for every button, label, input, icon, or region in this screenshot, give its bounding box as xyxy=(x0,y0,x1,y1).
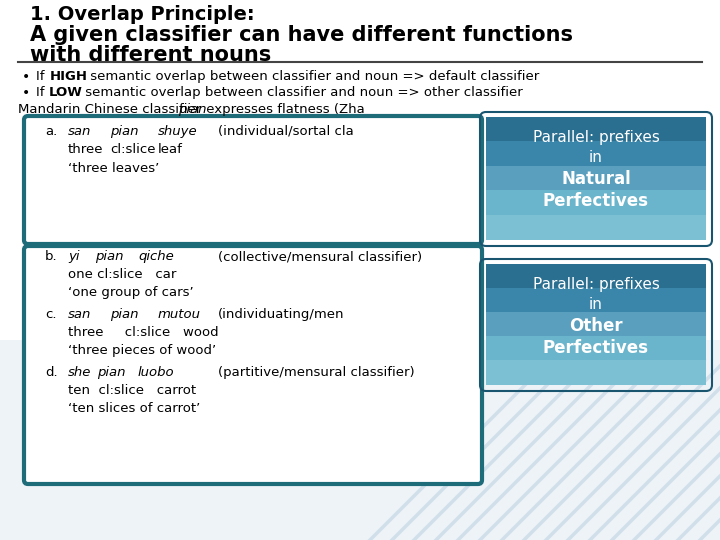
Text: Natural: Natural xyxy=(561,170,631,188)
Bar xyxy=(486,360,706,385)
Text: A given classifier can have different functions: A given classifier can have different fu… xyxy=(30,25,573,45)
Text: in: in xyxy=(589,297,603,312)
Text: mutou: mutou xyxy=(158,308,201,321)
Text: cl:slice: cl:slice xyxy=(110,143,156,156)
Text: (individuating/men: (individuating/men xyxy=(218,308,344,321)
Text: three     cl:slice   wood: three cl:slice wood xyxy=(68,326,219,339)
Text: three: three xyxy=(68,143,104,156)
Text: b.: b. xyxy=(45,250,58,263)
Text: san: san xyxy=(68,125,91,138)
Text: 1. Overlap Principle:: 1. Overlap Principle: xyxy=(30,5,255,24)
Text: Perfectives: Perfectives xyxy=(543,192,649,210)
Text: (individual/sortal cla: (individual/sortal cla xyxy=(218,125,354,138)
Text: shuye: shuye xyxy=(158,125,197,138)
Text: san: san xyxy=(68,308,91,321)
Text: ‘three leaves’: ‘three leaves’ xyxy=(68,162,159,175)
Text: ‘ten slices of carrot’: ‘ten slices of carrot’ xyxy=(68,402,200,415)
Text: •: • xyxy=(22,70,30,84)
Text: yi: yi xyxy=(68,250,79,263)
Text: expresses flatness (Zha: expresses flatness (Zha xyxy=(202,103,365,116)
Bar xyxy=(486,312,706,337)
Text: she: she xyxy=(68,366,91,379)
Text: pian: pian xyxy=(110,308,138,321)
Text: pian: pian xyxy=(178,103,207,116)
Text: c.: c. xyxy=(45,308,56,321)
Text: semantic overlap between classifier and noun => other classifier: semantic overlap between classifier and … xyxy=(81,86,523,99)
Text: LOW: LOW xyxy=(49,86,83,99)
Text: d.: d. xyxy=(45,366,58,379)
Text: Mandarin Chinese classifier: Mandarin Chinese classifier xyxy=(18,103,205,116)
Text: leaf: leaf xyxy=(158,143,183,156)
Text: qiche: qiche xyxy=(138,250,174,263)
Text: ten  cl:slice   carrot: ten cl:slice carrot xyxy=(68,384,196,397)
Text: •: • xyxy=(22,86,30,100)
Text: pian: pian xyxy=(110,125,138,138)
Bar xyxy=(486,190,706,215)
Text: Parallel: prefixes: Parallel: prefixes xyxy=(533,277,660,292)
Text: ‘three pieces of wood’: ‘three pieces of wood’ xyxy=(68,344,216,357)
Text: pian: pian xyxy=(95,250,124,263)
Text: ‘one group of cars’: ‘one group of cars’ xyxy=(68,286,194,299)
Bar xyxy=(486,264,706,289)
Bar xyxy=(486,117,706,143)
Text: in: in xyxy=(589,150,603,165)
Text: Perfectives: Perfectives xyxy=(543,339,649,357)
Text: pian: pian xyxy=(97,366,125,379)
Text: Parallel: prefixes: Parallel: prefixes xyxy=(533,130,660,145)
Text: (collective/mensural classifier): (collective/mensural classifier) xyxy=(218,250,422,263)
Bar xyxy=(486,141,706,167)
FancyBboxPatch shape xyxy=(0,0,720,340)
Text: one cl:slice   car: one cl:slice car xyxy=(68,268,176,281)
Bar xyxy=(486,288,706,313)
Text: If: If xyxy=(36,86,49,99)
FancyBboxPatch shape xyxy=(0,0,720,110)
Bar xyxy=(486,166,706,191)
FancyBboxPatch shape xyxy=(24,246,482,484)
Bar xyxy=(486,214,706,240)
Text: Other: Other xyxy=(570,317,623,335)
Text: luobo: luobo xyxy=(138,366,175,379)
Text: HIGH: HIGH xyxy=(50,70,88,83)
Bar xyxy=(486,336,706,361)
Text: a.: a. xyxy=(45,125,58,138)
Text: If: If xyxy=(36,70,49,83)
Text: with different nouns: with different nouns xyxy=(30,45,271,65)
FancyBboxPatch shape xyxy=(24,116,482,244)
Text: semantic overlap between classifier and noun => default classifier: semantic overlap between classifier and … xyxy=(86,70,539,83)
Text: (partitive/mensural classifier): (partitive/mensural classifier) xyxy=(218,366,415,379)
